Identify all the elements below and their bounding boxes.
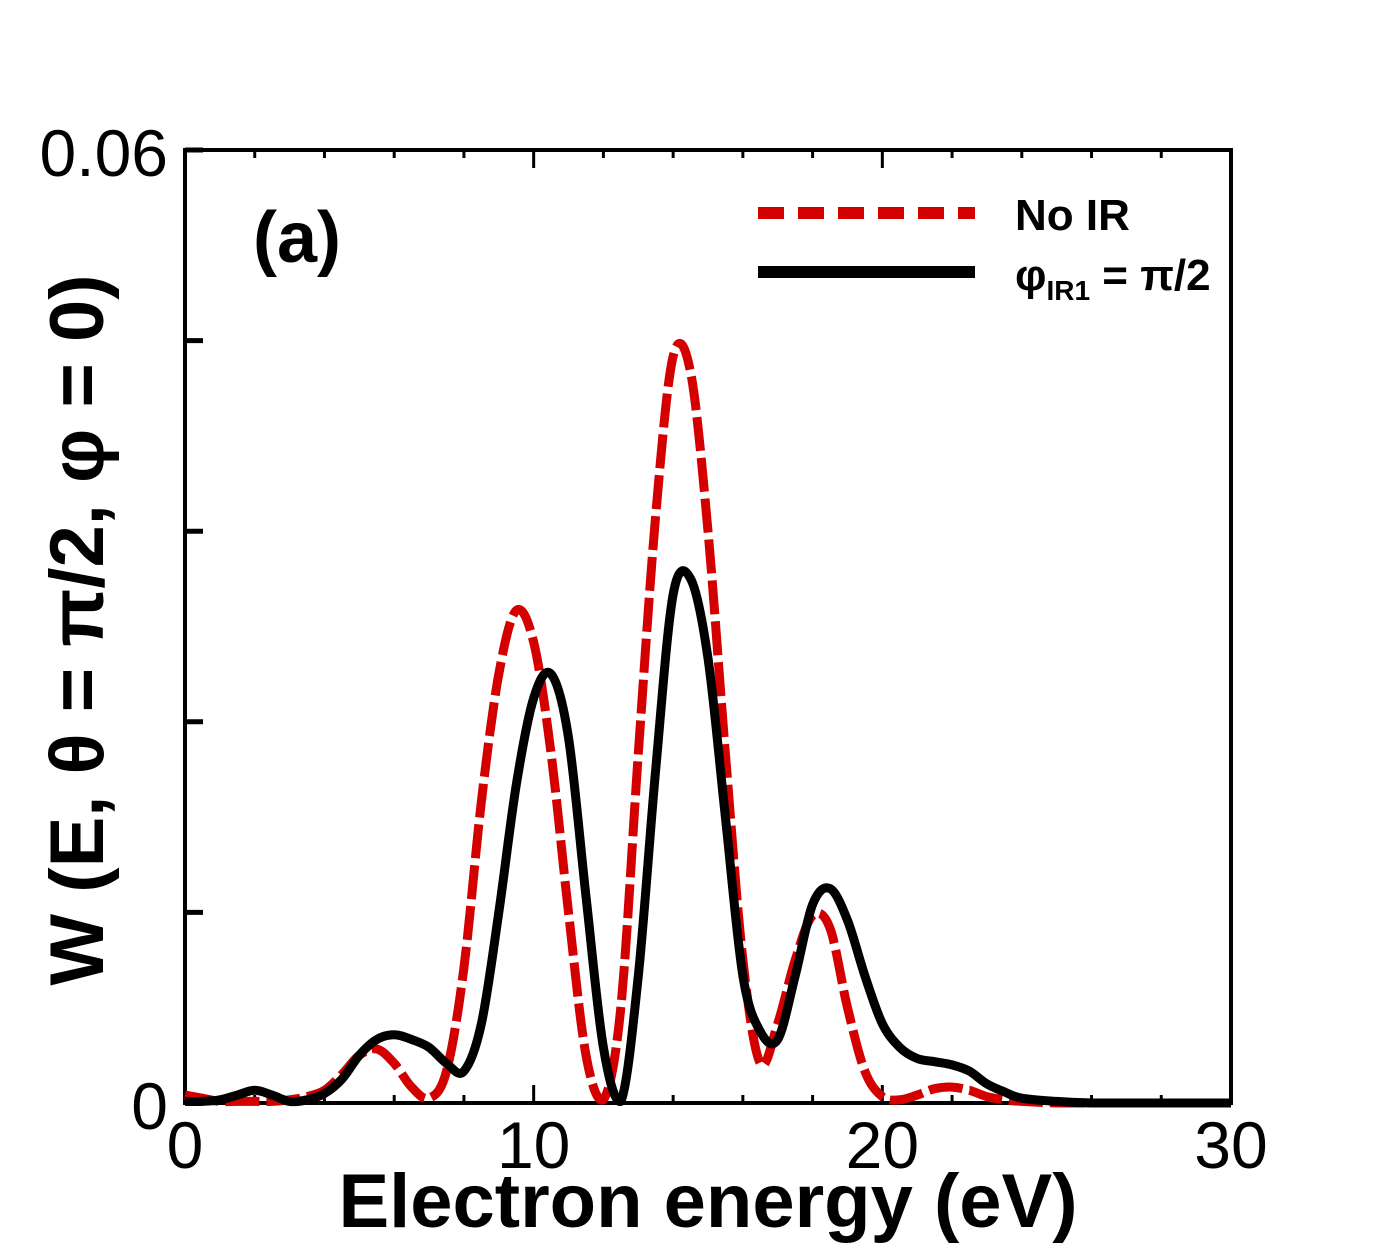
- y-tick-label: 0.06: [40, 116, 168, 190]
- x-axis-title: Electron energy (eV): [338, 1159, 1077, 1244]
- legend: No IR φIR1 = π/2: [758, 191, 1211, 306]
- legend-label-phi-rest: = π/2: [1090, 251, 1211, 300]
- plot-frame: [183, 148, 1233, 1105]
- y-axis-title: W (E, θ = π/2, φ = 0): [35, 274, 120, 985]
- y-axis-title-text: W (E, θ = π/2, φ = 0): [35, 274, 120, 985]
- legend-label-phi-greek: φ: [1015, 251, 1046, 300]
- tick-labels: 0 10 20 30 0 0.06: [40, 116, 1268, 1182]
- legend-label-no-ir: No IR: [1015, 191, 1130, 240]
- series-layer: [184, 339, 1231, 1108]
- legend-label-phi-sub: IR1: [1046, 275, 1090, 306]
- x-tick-label: 0: [167, 1108, 204, 1182]
- x-tick-label: 10: [497, 1108, 570, 1182]
- x-tick-label: 30: [1194, 1108, 1267, 1182]
- legend-label-no-ir-text: No IR: [1015, 191, 1130, 240]
- y-tick-label: 0: [131, 1069, 168, 1143]
- series-line-no-ir: [184, 339, 1231, 1108]
- x-tick-label: 20: [846, 1108, 919, 1182]
- series-line-phi-ir1: [184, 566, 1231, 1108]
- panel-label: (a): [253, 198, 341, 278]
- legend-label-phi-ir1: φIR1 = π/2: [1015, 251, 1211, 306]
